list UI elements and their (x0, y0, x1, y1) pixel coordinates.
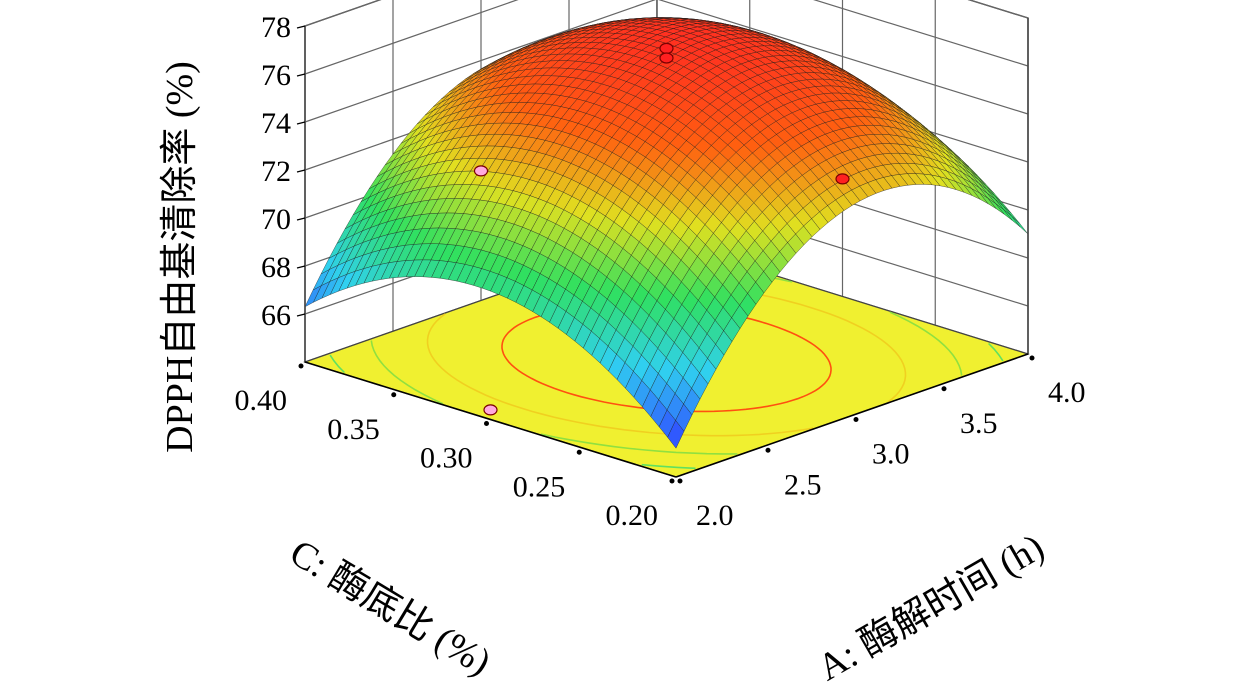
z-tick-label: 76 (261, 59, 291, 92)
y-tick-mark (298, 363, 304, 369)
y-tick-mark (669, 478, 675, 484)
y-tick-labels: 0.20 0.25 0.30 0.35 0.40 (235, 363, 675, 532)
x-tick-label: 3.5 (960, 407, 998, 440)
design-point (659, 42, 674, 55)
x-axis-line (675, 353, 1029, 478)
x-tick-label: 2.0 (696, 499, 734, 532)
x-tick-mark (1029, 355, 1035, 361)
x-tick-mark (677, 478, 683, 484)
design-points (473, 42, 850, 416)
z-axis-title: DPPH自由基清除率 (%) (159, 61, 201, 453)
wall-grid-line (304, 0, 1029, 123)
y-tick-mark (576, 449, 582, 455)
z-tick-mark (296, 121, 306, 125)
x-tick-mark (941, 386, 947, 392)
y-tick-label: 0.25 (513, 470, 566, 503)
x-axis-title: A: 酶解时间 (h) (811, 526, 1051, 689)
z-tick-label: 72 (261, 155, 291, 188)
x-tick-label: 2.5 (784, 468, 822, 501)
front-edges (304, 18, 1029, 478)
x-tick-label: 3.0 (872, 438, 910, 471)
x-tick-mark (765, 447, 771, 453)
design-point (659, 52, 674, 64)
y-tick-label: 0.40 (235, 384, 288, 417)
wall-grid-line (304, 0, 1029, 75)
y-axis-title: C: 酶底比 (%) (283, 532, 498, 684)
z-tick-label: 74 (261, 107, 291, 140)
z-tick-label: 68 (261, 251, 291, 284)
design-point (473, 165, 489, 177)
x-tick-mark (853, 417, 859, 422)
z-tick-mark (296, 313, 306, 317)
y-tick-mark (484, 421, 489, 426)
z-tick-mark (296, 73, 306, 77)
z-tick-mark (296, 169, 306, 173)
z-tick-mark (296, 217, 306, 221)
y-axis-line (304, 361, 677, 478)
surface-cell (667, 420, 685, 449)
z-tick-label: 78 (261, 11, 291, 44)
z-tick-label: 70 (261, 203, 291, 236)
x-tick-labels: 2.0 2.5 3.0 3.5 4.0 (677, 355, 1086, 532)
y-tick-label: 0.35 (327, 413, 380, 446)
z-tick-label: 66 (261, 299, 291, 332)
x-tick-label: 4.0 (1048, 376, 1086, 409)
design-point (835, 173, 850, 185)
y-tick-label: 0.20 (606, 499, 659, 532)
surface-mesh (304, 17, 1029, 449)
z-tick-mark (296, 25, 306, 29)
y-tick-mark (391, 392, 397, 398)
y-tick-label: 0.30 (420, 442, 473, 475)
design-point (483, 404, 498, 416)
z-tick-labels: 66 68 70 72 74 76 78 (261, 11, 306, 332)
z-tick-mark (296, 265, 306, 269)
